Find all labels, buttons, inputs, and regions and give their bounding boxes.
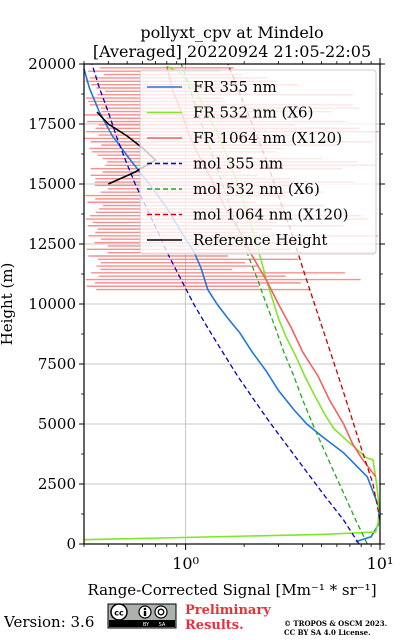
x-tick-label: 10¹: [367, 554, 394, 573]
preliminary-label-2: Results.: [185, 618, 244, 633]
series-line-4: [180, 63, 368, 545]
y-tick-label: 15000: [28, 175, 76, 193]
chart-title: pollyxt_cpv at Mindelo: [140, 23, 323, 42]
legend-label-0: FR 355 nm: [193, 78, 277, 96]
legend-label-3: mol 355 nm: [193, 155, 283, 173]
x-tick-label: 10⁰: [172, 554, 199, 573]
y-axis-label: Height (m): [0, 263, 16, 346]
x-axis-label: Range-Corrected Signal [Mm⁻¹ * sr⁻¹]: [87, 581, 376, 599]
ticks: 0 2500 5000 7500 10000 12500 15000 17500 20000 10…: [28, 55, 393, 573]
cc-icon: cc: [110, 603, 128, 621]
legend-label-4: mol 532 nm (X6): [193, 180, 320, 198]
legend: FR 355 nm FR 532 nm (X6) FR 1064 nm (X120)…: [147, 78, 348, 249]
y-tick-label: 10000: [28, 295, 76, 313]
y-tick-label: 7500: [38, 355, 76, 373]
y-tick-label: 0: [66, 535, 76, 553]
by-icon: [138, 605, 152, 619]
chart-subtitle: [Averaged] 20220924 21:05-22:05: [93, 42, 371, 61]
y-tick-label: 12500: [28, 235, 76, 253]
y-tick-label: 20000: [28, 55, 76, 73]
svg-text:BY: BY: [143, 622, 150, 628]
y-tick-label: 2500: [38, 475, 76, 493]
y-tick-label: 17500: [28, 115, 76, 133]
version-label: Version: 3.6: [3, 613, 94, 631]
legend-label-5: mol 1064 nm (X120): [193, 206, 348, 224]
svg-text:cc: cc: [114, 609, 124, 618]
legend-label-6: Reference Height: [193, 231, 327, 249]
cc-by-sa-badge: cc BY SA: [107, 603, 177, 629]
svg-text:SA: SA: [159, 622, 166, 628]
copyright-line-1: © TROPOS & OSCM 2023.: [284, 619, 387, 628]
sa-icon: [154, 605, 168, 619]
series-line-0: [83, 68, 381, 543]
copyright-line-2: CC BY SA 4.0 License.: [284, 628, 371, 637]
legend-box: [139, 69, 377, 255]
legend-label-1: FR 532 nm (X6): [193, 104, 313, 122]
preliminary-label: Preliminary: [185, 603, 271, 618]
y-tick-label: 5000: [38, 415, 76, 433]
series-line-3: [91, 63, 360, 545]
legend-label-2: FR 1064 nm (X120): [193, 129, 342, 147]
